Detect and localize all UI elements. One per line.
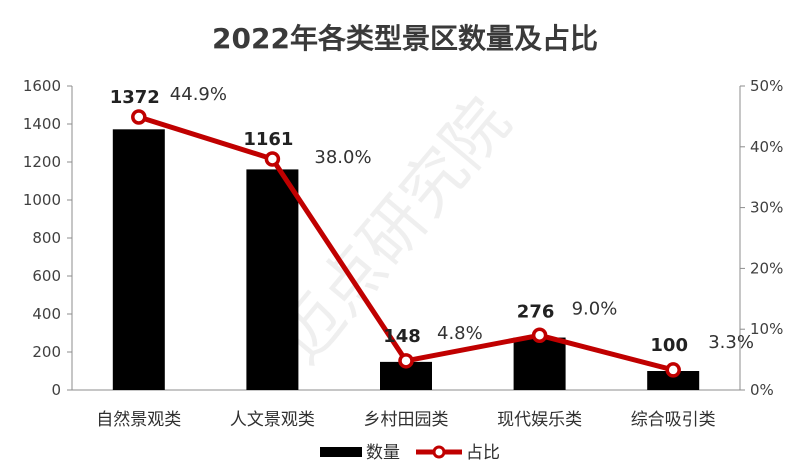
bar-value-label: 148 [383, 326, 421, 347]
y2-tick-label: 0% [750, 381, 774, 399]
bar [647, 371, 700, 390]
bar [246, 169, 299, 390]
percent-value-label: 44.9% [170, 84, 227, 105]
x-tick-label: 现代娱乐类 [497, 410, 582, 430]
bar-value-label: 1372 [110, 87, 160, 108]
legend-bar-label: 数量 [366, 443, 400, 463]
percent-value-label: 9.0% [572, 299, 618, 320]
bar [112, 129, 165, 390]
y-tick-label: 0 [51, 381, 61, 399]
line-point [264, 151, 281, 167]
y-tick-label: 200 [32, 343, 61, 361]
chart-title: 2022年各类型景区数量及占比 [212, 22, 598, 55]
x-tick-label: 自然景观类 [96, 410, 181, 430]
legend-bar-swatch [320, 447, 362, 457]
y-tick-label: 1000 [23, 191, 61, 209]
y-tick-label: 600 [32, 267, 61, 285]
x-tick-label: 综合吸引类 [631, 410, 716, 430]
percent-value-label: 4.8% [437, 323, 483, 344]
y2-tick-label: 10% [750, 320, 783, 338]
y2-tick-label: 50% [750, 77, 783, 95]
bar-value-label: 276 [517, 302, 555, 323]
bar [513, 337, 566, 390]
y-tick-label: 800 [32, 229, 61, 247]
line-point [665, 362, 681, 378]
y2-tick-label: 40% [750, 138, 783, 156]
legend-line-marker [432, 445, 446, 459]
y-tick-label: 400 [32, 305, 61, 323]
y-tick-label: 1200 [23, 153, 61, 171]
x-tick-label: 人文景观类 [230, 410, 315, 430]
bar-value-label: 1161 [243, 129, 293, 150]
line-point [531, 327, 548, 344]
percent-value-label: 3.3% [708, 332, 754, 353]
y2-tick-label: 30% [750, 199, 783, 217]
legend-line-label: 占比 [466, 443, 500, 463]
bar-value-label: 100 [650, 335, 688, 356]
x-tick-label: 乡村田园类 [364, 410, 449, 430]
y2-tick-label: 20% [750, 259, 783, 277]
y-tick-label: 1400 [23, 115, 61, 133]
line-point [131, 109, 147, 125]
line-point [398, 353, 414, 369]
percent-value-label: 38.0% [314, 147, 371, 168]
y-tick-label: 1600 [23, 77, 61, 95]
